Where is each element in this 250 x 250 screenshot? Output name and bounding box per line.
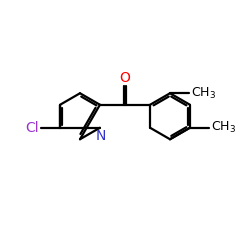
- Text: N: N: [96, 129, 106, 143]
- Text: O: O: [120, 71, 130, 85]
- Text: Cl: Cl: [25, 121, 39, 135]
- Text: CH$_3$: CH$_3$: [191, 86, 216, 101]
- Text: CH$_3$: CH$_3$: [211, 120, 236, 135]
